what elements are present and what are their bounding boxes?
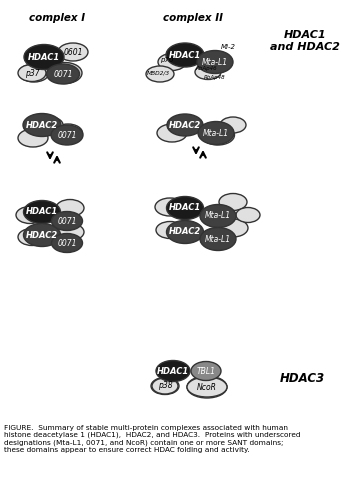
Ellipse shape bbox=[200, 227, 236, 250]
Text: RbAp46: RbAp46 bbox=[196, 66, 218, 71]
Ellipse shape bbox=[167, 114, 203, 136]
Ellipse shape bbox=[37, 117, 63, 133]
Text: 0071: 0071 bbox=[57, 216, 77, 225]
Text: 0071: 0071 bbox=[57, 238, 77, 247]
Ellipse shape bbox=[19, 64, 49, 82]
Ellipse shape bbox=[152, 378, 178, 394]
Ellipse shape bbox=[187, 376, 227, 398]
Text: NcoR: NcoR bbox=[197, 382, 217, 391]
Ellipse shape bbox=[146, 66, 174, 82]
Ellipse shape bbox=[156, 361, 190, 381]
Ellipse shape bbox=[51, 125, 83, 145]
Text: Mta-L1: Mta-L1 bbox=[203, 128, 229, 137]
Text: p38: p38 bbox=[158, 381, 172, 390]
Text: p37: p37 bbox=[25, 69, 39, 78]
Text: HDAC1: HDAC1 bbox=[157, 367, 189, 376]
Ellipse shape bbox=[208, 55, 232, 69]
Ellipse shape bbox=[47, 64, 79, 84]
Ellipse shape bbox=[54, 124, 83, 142]
Text: HDAC3: HDAC3 bbox=[279, 372, 324, 384]
Text: complex I: complex I bbox=[29, 13, 85, 23]
Text: p70: p70 bbox=[160, 57, 174, 63]
Ellipse shape bbox=[157, 124, 187, 142]
Text: FIGURE.  Summary of stable multi-protein complexes associated with human
histone: FIGURE. Summary of stable multi-protein … bbox=[4, 425, 301, 453]
Text: HDAC2: HDAC2 bbox=[169, 121, 201, 129]
Ellipse shape bbox=[156, 221, 184, 238]
Ellipse shape bbox=[18, 228, 46, 245]
Text: Mi-2: Mi-2 bbox=[220, 44, 236, 50]
Ellipse shape bbox=[198, 122, 234, 144]
Ellipse shape bbox=[195, 65, 221, 80]
Ellipse shape bbox=[220, 117, 246, 133]
Text: HDAC2: HDAC2 bbox=[26, 230, 58, 239]
Ellipse shape bbox=[51, 211, 83, 230]
Ellipse shape bbox=[197, 51, 233, 74]
Ellipse shape bbox=[23, 114, 61, 136]
Text: HDAC1: HDAC1 bbox=[169, 51, 201, 60]
Text: 0071: 0071 bbox=[57, 130, 77, 139]
Text: 0071: 0071 bbox=[53, 70, 73, 79]
Ellipse shape bbox=[218, 219, 248, 237]
Text: RbAp48: RbAp48 bbox=[204, 75, 226, 80]
Text: HDAC1: HDAC1 bbox=[26, 207, 58, 216]
Ellipse shape bbox=[51, 233, 83, 253]
Text: Mta-L1: Mta-L1 bbox=[202, 58, 228, 67]
Ellipse shape bbox=[23, 200, 61, 223]
Ellipse shape bbox=[18, 65, 46, 82]
Ellipse shape bbox=[236, 207, 260, 222]
Ellipse shape bbox=[187, 377, 227, 397]
Ellipse shape bbox=[155, 198, 185, 216]
Ellipse shape bbox=[191, 362, 221, 380]
Text: HDAC2: HDAC2 bbox=[169, 227, 201, 236]
Ellipse shape bbox=[23, 223, 61, 246]
Ellipse shape bbox=[48, 63, 82, 84]
Text: 0601: 0601 bbox=[63, 48, 83, 57]
Ellipse shape bbox=[166, 43, 204, 67]
Text: Mta-L1: Mta-L1 bbox=[205, 211, 231, 220]
Ellipse shape bbox=[56, 223, 84, 240]
Ellipse shape bbox=[202, 125, 235, 145]
Text: complex II: complex II bbox=[163, 13, 223, 23]
Ellipse shape bbox=[58, 43, 88, 61]
Text: TBL1: TBL1 bbox=[196, 367, 216, 376]
Ellipse shape bbox=[24, 45, 64, 70]
Ellipse shape bbox=[151, 377, 179, 394]
Text: Mta-L1: Mta-L1 bbox=[205, 234, 231, 243]
Text: HDAC1
and HDAC2: HDAC1 and HDAC2 bbox=[270, 30, 340, 52]
Ellipse shape bbox=[167, 196, 203, 219]
Text: HDAC1: HDAC1 bbox=[169, 203, 201, 212]
Ellipse shape bbox=[158, 54, 186, 71]
Ellipse shape bbox=[167, 220, 203, 243]
Text: HDAC2: HDAC2 bbox=[26, 121, 58, 129]
Ellipse shape bbox=[16, 206, 44, 223]
Text: HDAC1: HDAC1 bbox=[28, 53, 60, 62]
Ellipse shape bbox=[200, 204, 236, 227]
Ellipse shape bbox=[219, 193, 247, 210]
Ellipse shape bbox=[18, 129, 48, 147]
Ellipse shape bbox=[56, 199, 84, 216]
Text: MBD2/3: MBD2/3 bbox=[146, 71, 169, 76]
